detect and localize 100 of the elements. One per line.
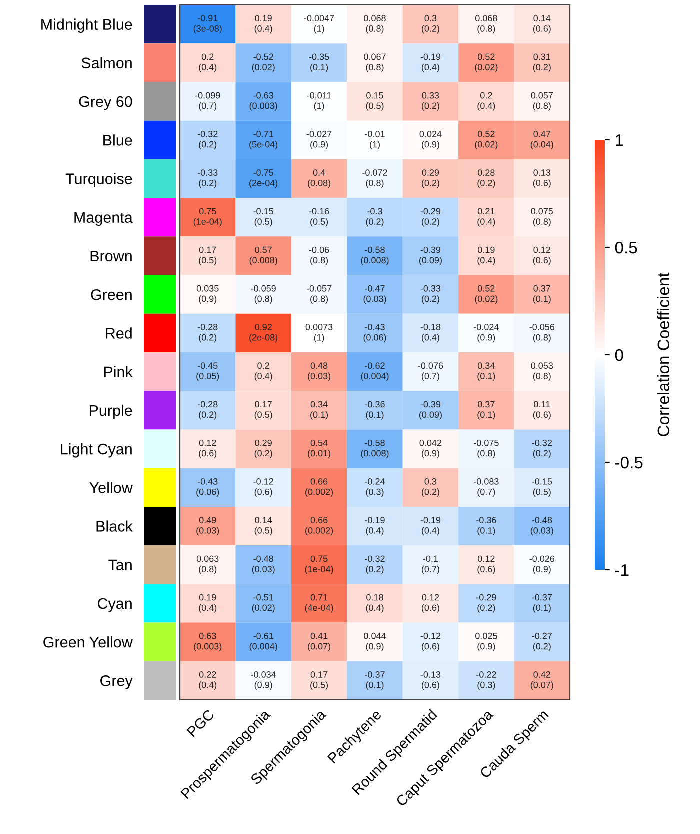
data-label: -0.32 (0.2) [532,440,552,458]
data-label: -0.91 (3e-08) [194,15,222,34]
color-bar-label: -1 [615,564,629,576]
data-label: 0.19 (0.4) [254,15,272,34]
data-label: 0.053 (0.8) [531,362,554,382]
data-label: -0.52 (0.02) [252,54,275,72]
data-label: -0.29 (0.2) [420,208,441,227]
data-label: 0.33 (0.2) [422,92,440,111]
data-label: 0.42 (0.07) [530,672,554,690]
data-label: -0.057 (0.8) [306,285,332,304]
data-label: -0.034 (0.9) [251,672,276,690]
data-label: 0.48 (0.03) [308,362,331,382]
data-label: -0.18 (0.4) [420,324,441,343]
data-label: 0.067 (0.8) [364,54,386,72]
data-label: 0.63 (0.003) [194,632,222,652]
data-label: 0.2 (0.4) [478,92,496,111]
y-tick-label: Yellow [90,482,133,494]
data-label: 0.21 (0.4) [478,208,496,227]
data-label: -0.15 (0.5) [532,478,552,498]
data-label: -0.43 (0.06) [196,478,220,498]
data-label: -0.027 (0.9) [306,130,332,150]
data-label: 0.2 (0.4) [254,362,272,382]
color-bar-label: 0 [615,349,624,362]
data-label: 0.37 (0.1) [478,401,496,420]
data-label: 0.49 (0.03) [196,517,220,536]
data-label: -0.19 (0.4) [420,54,441,72]
data-label: 0.17 (0.5) [254,401,272,420]
color-bar-label: 0.5 [615,242,638,254]
data-label: -0.24 (0.3) [365,478,386,498]
data-label: 0.0073 (1) [306,324,333,343]
data-label: 0.66 (0.002) [306,517,334,536]
y-tick-label: Brown [90,250,132,262]
data-label: 0.52 (0.02) [475,54,498,72]
data-label: -0.29 (0.2) [476,594,496,613]
data-label: -0.28 (0.2) [198,401,218,420]
data-label: -0.47 (0.03) [364,285,386,304]
y-tick-label: Pink [104,366,133,378]
data-label: -0.099 (0.7) [195,92,220,111]
data-label: -0.06 (0.8) [309,246,330,266]
y-tick-label: Purple [90,404,132,420]
data-label: 0.34 (0.1) [310,401,328,420]
data-label: -0.33 (0.2) [420,285,441,304]
data-label: -0.056 (0.8) [530,324,555,343]
data-label: 0.31 (0.2) [533,54,551,72]
data-label: 0.19 (0.4) [199,594,217,613]
data-label: -0.75 (2e-04) [250,170,278,188]
data-label: 0.068 (0.8) [364,15,386,34]
data-label: 0.66 (0.002) [306,478,334,498]
data-label: -0.36 (0.1) [476,517,496,536]
data-label: 0.025 (0.9) [475,632,498,652]
data-label: 0.3 (0.2) [422,15,440,34]
data-label: 0.12 (0.6) [199,440,217,458]
y-tick-label: Grey 60 [79,96,132,110]
data-label: -0.15 (0.5) [254,208,274,227]
data-label: 0.75 (1e-04) [194,208,222,227]
data-label: -0.072 (0.8) [362,170,388,188]
y-tick-label: Tan [108,560,132,571]
data-label: 0.75 (1e-04) [305,556,334,574]
y-tick-label: Green [91,289,132,300]
data-label: 0.15 (0.5) [366,92,384,111]
data-label: -0.16 (0.5) [309,208,330,227]
data-label: 0.14 (0.5) [254,517,272,536]
data-label: -0.33 (0.2) [198,170,218,188]
data-label: -0.71 (5e-04) [250,130,278,150]
data-label: -0.43 (0.06) [364,324,386,343]
data-label: -0.01 (1) [365,130,385,150]
data-label: -0.059 (0.8) [251,285,276,304]
data-label: 0.057 (0.8) [531,92,553,111]
data-label: 0.17 (0.5) [310,672,328,690]
y-tick-label: Black [96,520,133,532]
data-label: 0.28 (0.2) [478,170,496,188]
data-label: -0.35 (0.1) [309,54,330,72]
y-tick-label: Blue [104,134,132,146]
data-label: -0.083 (0.7) [474,478,499,498]
data-label: 0.068 (0.8) [475,15,498,34]
color-bar-label: -0.5 [615,456,643,469]
data-label: 0.19 (0.4) [478,246,496,266]
data-label: -0.024 (0.9) [474,324,499,343]
data-label: 0.024 (0.9) [420,130,442,150]
data-label: 0.2 (0.4) [199,54,217,72]
data-label: -0.1 (0.7) [422,556,440,574]
data-label: -0.63 (0.003) [250,92,278,111]
y-tick-label: Grey [100,676,133,690]
data-label: -0.011 (1) [307,92,332,111]
data-label: -0.075 (0.8) [474,440,499,458]
data-label: 0.042 (0.9) [420,440,442,458]
data-label: 0.12 (0.6) [478,556,496,574]
data-label: -0.48 (0.03) [530,517,554,536]
data-label: 0.4 (0.08) [308,170,331,188]
data-label: -0.45 (0.05) [196,362,220,382]
data-label: 0.37 (0.1) [533,285,551,304]
data-label: -0.12 (0.6) [254,478,274,498]
data-label: -0.19 (0.4) [420,517,441,536]
data-label: 0.3 (0.2) [422,478,440,498]
data-label: -0.58 (0.008) [361,440,389,458]
data-label: -0.61 (0.004) [250,632,278,652]
data-label: -0.58 (0.008) [361,246,389,266]
data-label: -0.51 (0.02) [252,594,275,613]
data-label: 0.044 (0.9) [364,632,386,652]
data-label: -0.36 (0.1) [365,401,385,420]
